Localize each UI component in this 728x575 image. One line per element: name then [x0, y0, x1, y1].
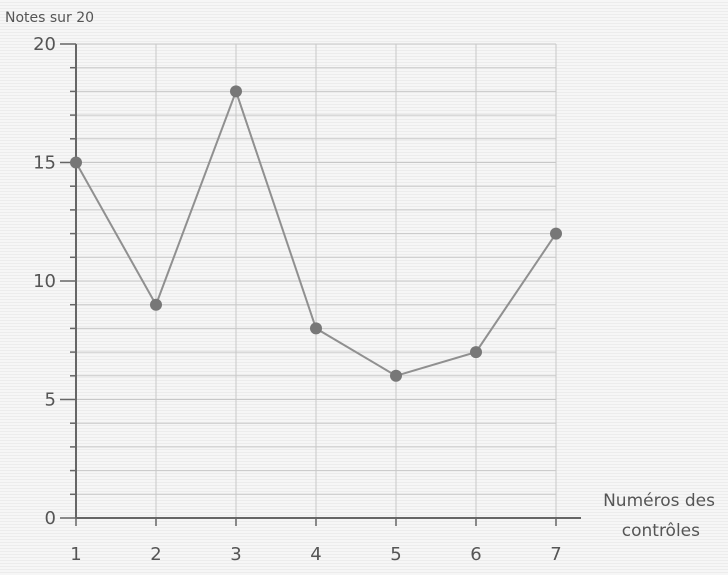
y-tick-label: 20: [33, 34, 56, 55]
x-tick-label: 3: [230, 544, 241, 565]
data-point: [390, 369, 402, 382]
x-tick-label: 5: [390, 544, 401, 565]
x-axis-title-line1: Numéros des: [603, 491, 715, 511]
tick-labels: 0 5 10 15 20 1 2 3 4 5 6 7: [33, 34, 562, 565]
grid: [76, 43, 557, 518]
x-tick-label: 4: [310, 544, 321, 565]
axes: [60, 43, 581, 526]
x-tick-label: 6: [470, 544, 481, 565]
y-tick-label: 15: [33, 153, 56, 174]
y-axis-title: Notes sur 20: [5, 10, 94, 26]
data-series: [70, 85, 562, 382]
data-point: [550, 227, 562, 240]
y-tick-label: 0: [45, 508, 56, 529]
data-point: [470, 346, 482, 359]
data-point: [70, 156, 82, 169]
data-point: [310, 322, 322, 335]
y-tick-label: 10: [33, 271, 56, 292]
data-point: [230, 85, 242, 98]
x-axis-title-line2: contrôles: [622, 521, 700, 541]
x-tick-label: 1: [70, 544, 81, 565]
y-tick-label: 5: [45, 390, 56, 411]
x-tick-label: 2: [150, 544, 161, 565]
x-tick-label: 7: [550, 544, 561, 565]
data-point: [150, 298, 162, 311]
